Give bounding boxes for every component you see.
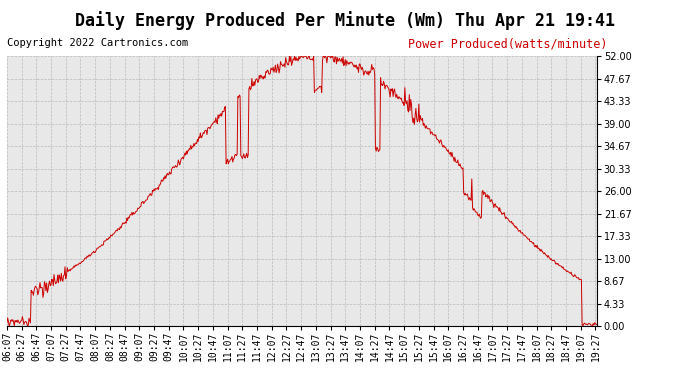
Text: Power Produced(watts/minute): Power Produced(watts/minute) <box>408 38 607 51</box>
Text: Daily Energy Produced Per Minute (Wm) Thu Apr 21 19:41: Daily Energy Produced Per Minute (Wm) Th… <box>75 11 615 30</box>
Text: Copyright 2022 Cartronics.com: Copyright 2022 Cartronics.com <box>7 38 188 48</box>
